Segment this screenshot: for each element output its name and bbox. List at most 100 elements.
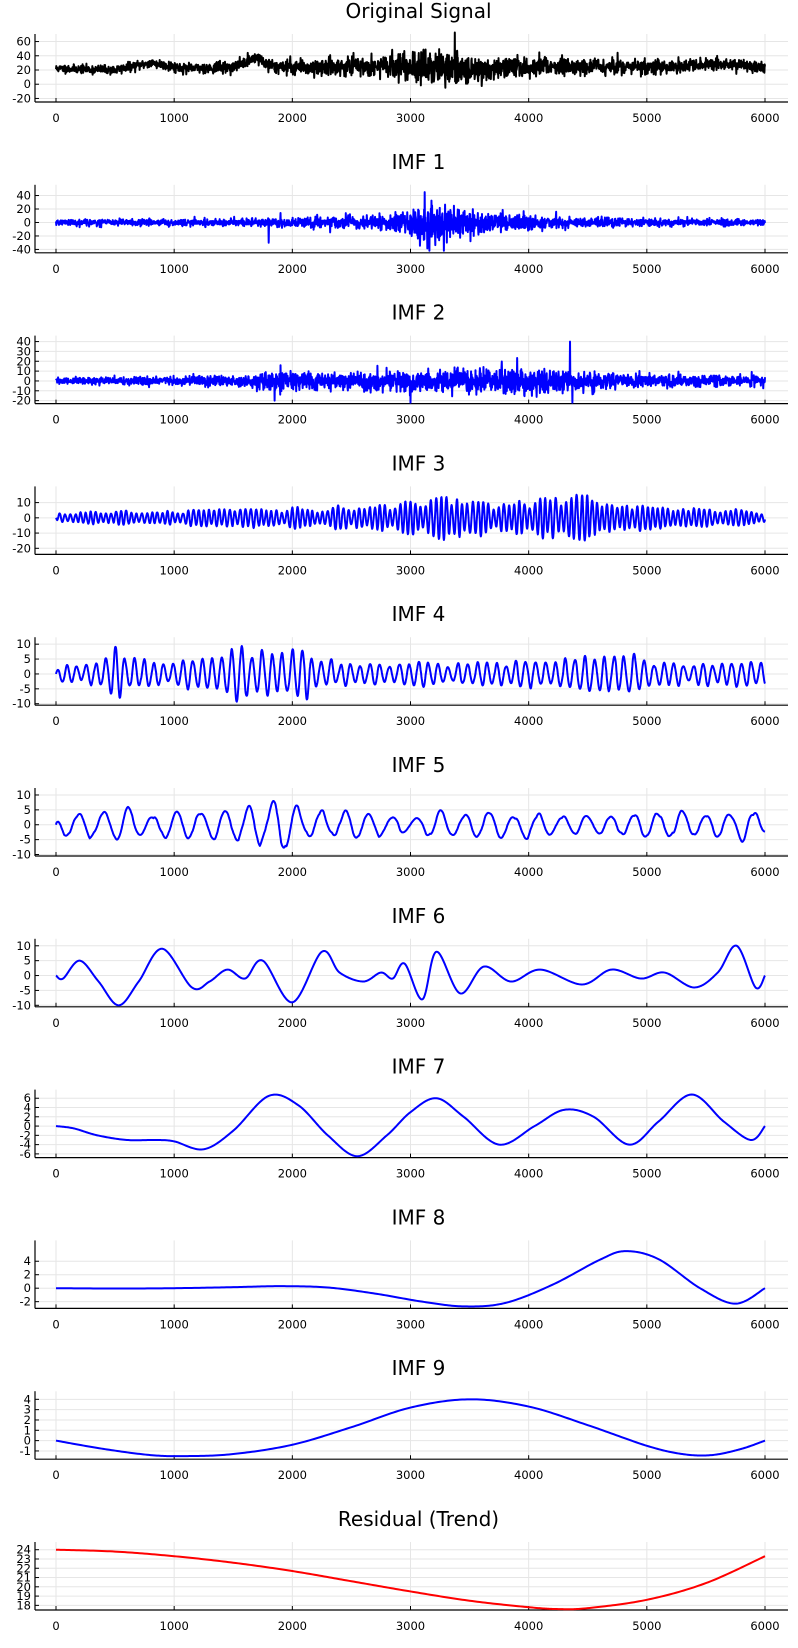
x-tick-label: 5000 <box>632 1317 661 1331</box>
x-tick-label: 5000 <box>632 865 661 879</box>
x-tick-label: 5000 <box>632 1468 661 1482</box>
series-line <box>55 1548 766 1611</box>
y-tick-label: -20 <box>12 394 31 408</box>
y-tick-label: -4 <box>20 1138 31 1152</box>
y-tick-label: 3 <box>24 1403 31 1417</box>
x-tick-label: 3000 <box>396 413 425 427</box>
y-tick-label: 20 <box>16 63 31 77</box>
series-line <box>55 645 766 703</box>
y-tick-label: 10 <box>16 496 31 510</box>
y-tick-label: -20 <box>12 91 31 105</box>
y-tick-label: 40 <box>16 189 31 203</box>
x-tick-label: 1000 <box>160 1016 189 1030</box>
y-tick-label: 20 <box>16 202 31 216</box>
x-tick-label: 4000 <box>514 262 543 276</box>
y-tick-label: 4 <box>24 1101 31 1115</box>
series-line <box>55 340 766 404</box>
y-tick-label: 22 <box>16 1561 31 1575</box>
y-tick-label: 10 <box>16 364 31 378</box>
y-tick-label: 24 <box>16 1543 31 1557</box>
series-line <box>55 1093 766 1158</box>
y-tick-label: 0 <box>24 667 31 681</box>
x-tick-label: 4000 <box>514 1016 543 1030</box>
x-tick-label: 2000 <box>278 714 307 728</box>
x-tick-label: 0 <box>52 1167 59 1181</box>
x-tick-label: 3000 <box>396 1468 425 1482</box>
panel-title: IMF 4 <box>392 602 446 626</box>
x-tick-label: 1000 <box>160 262 189 276</box>
x-tick-label: 2000 <box>278 1317 307 1331</box>
x-tick-label: 1000 <box>160 865 189 879</box>
x-tick-label: 3000 <box>396 262 425 276</box>
x-tick-label: 4000 <box>514 865 543 879</box>
x-tick-label: 1000 <box>160 1619 189 1633</box>
series-line <box>55 1398 766 1458</box>
x-tick-label: 2000 <box>278 1016 307 1030</box>
y-tick-label: 10 <box>16 637 31 651</box>
y-tick-label: 2 <box>24 1110 31 1124</box>
series-line <box>55 800 766 849</box>
y-tick-label: 4 <box>24 1392 31 1406</box>
x-tick-label: 5000 <box>632 714 661 728</box>
x-tick-label: 6000 <box>750 1468 779 1482</box>
y-tick-label: 1 <box>24 1423 31 1437</box>
x-tick-label: 3000 <box>396 865 425 879</box>
panel-title: IMF 8 <box>392 1205 446 1229</box>
y-tick-label: -5 <box>20 983 31 997</box>
y-tick-label: 0 <box>24 215 31 229</box>
series-line <box>55 944 766 1007</box>
x-tick-label: 6000 <box>750 413 779 427</box>
y-tick-label: -20 <box>12 541 31 555</box>
y-tick-label: 20 <box>16 354 31 368</box>
x-tick-label: 0 <box>52 413 59 427</box>
y-tick-label: 0 <box>24 1434 31 1448</box>
x-tick-label: 5000 <box>632 111 661 125</box>
y-tick-label: 0 <box>24 511 31 525</box>
x-tick-label: 6000 <box>750 262 779 276</box>
panel-title: IMF 1 <box>392 150 446 174</box>
x-tick-label: 0 <box>52 1016 59 1030</box>
x-tick-label: 0 <box>52 111 59 125</box>
panel-title: IMF 3 <box>392 451 446 475</box>
x-tick-label: 0 <box>52 262 59 276</box>
panel-1: Original Signal 0 1000 2000 3000 4000 5000 6000… <box>12 0 788 125</box>
x-tick-label: 6000 <box>750 1317 779 1331</box>
y-tick-label: 0 <box>24 1119 31 1133</box>
x-tick-label: 5000 <box>632 1619 661 1633</box>
x-tick-label: 5000 <box>632 1167 661 1181</box>
y-tick-label: 21 <box>16 1571 31 1585</box>
y-tick-label: -6 <box>20 1147 31 1161</box>
y-tick-label: 19 <box>16 1589 31 1603</box>
y-tick-label: 30 <box>16 344 31 358</box>
y-tick-label: 40 <box>16 49 31 63</box>
x-tick-label: 1000 <box>160 111 189 125</box>
x-tick-label: 3000 <box>396 1619 425 1633</box>
y-tick-label: 20 <box>16 1580 31 1594</box>
y-tick-label: 23 <box>16 1552 31 1566</box>
y-tick-label: 0 <box>24 969 31 983</box>
y-tick-label: 18 <box>16 1598 31 1612</box>
x-tick-label: 6000 <box>750 563 779 577</box>
x-tick-label: 2000 <box>278 413 307 427</box>
y-tick-label: -20 <box>12 229 31 243</box>
x-tick-label: 2000 <box>278 262 307 276</box>
y-tick-label: -1 <box>20 1444 31 1458</box>
x-tick-label: 1000 <box>160 563 189 577</box>
x-tick-label: 4000 <box>514 111 543 125</box>
x-tick-label: 3000 <box>396 1317 425 1331</box>
y-tick-label: -2 <box>20 1295 31 1309</box>
x-tick-label: 0 <box>52 714 59 728</box>
y-tick-label: 2 <box>24 1413 31 1427</box>
panel-title: IMF 5 <box>392 753 446 777</box>
x-tick-label: 0 <box>52 1468 59 1482</box>
series-line <box>55 493 766 542</box>
x-tick-label: 4000 <box>514 563 543 577</box>
x-tick-label: 5000 <box>632 563 661 577</box>
x-tick-label: 2000 <box>278 1167 307 1181</box>
y-tick-label: -5 <box>20 682 31 696</box>
